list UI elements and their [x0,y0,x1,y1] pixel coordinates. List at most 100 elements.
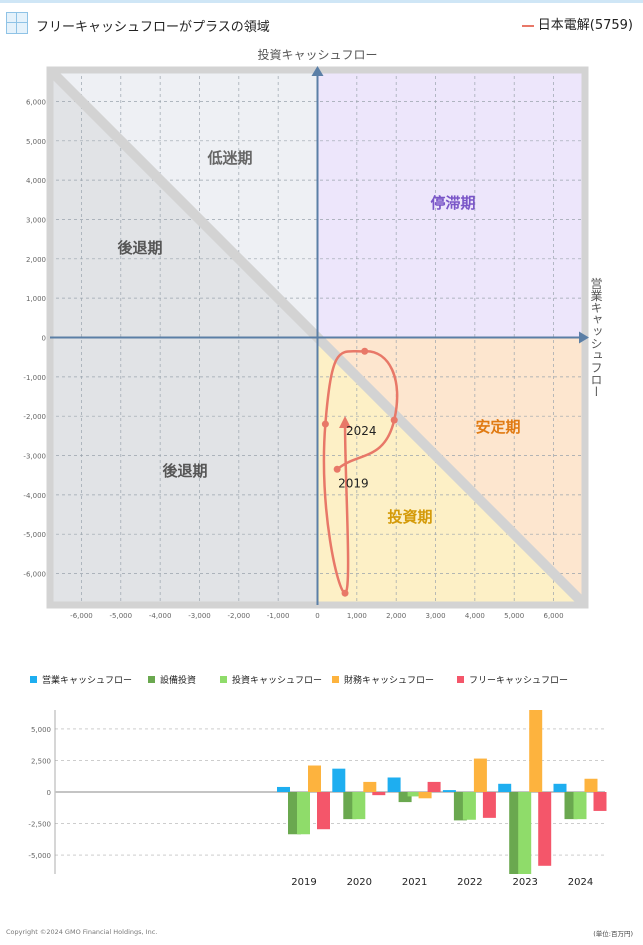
bar-y-tick-label: 2,500 [31,757,51,765]
bar-y-tick-label: -2,500 [28,821,51,829]
y-tick-label: 6,000 [26,98,46,106]
y-axis-arrow-icon [311,66,324,76]
x-tick-label: 6,000 [544,612,564,620]
bar-x-tick-label: 2019 [291,877,316,888]
legend-swatch[interactable] [457,676,464,683]
legend-label: 日本電解(5759) [537,18,633,33]
legend-label[interactable]: フリーキャッシュフロー [469,676,568,686]
series-point[interactable] [361,347,369,355]
x-tick-label: -5,000 [110,612,133,620]
legend-swatch[interactable] [332,676,339,683]
bar-x-tick-label: 2021 [402,877,427,888]
bar[interactable] [387,777,401,792]
x-axis-title: 営業キャッシュフロー [589,277,603,397]
region-label-teitai: 停滞期 [430,194,475,212]
bar[interactable] [352,792,366,820]
bar[interactable] [584,778,598,792]
y-tick-label: -2,000 [23,413,46,421]
bar[interactable] [332,768,346,792]
region-teitai [317,70,585,338]
x-tick-label: -2,000 [228,612,251,620]
bar[interactable] [573,792,587,820]
bar[interactable] [538,792,552,866]
legend-label[interactable]: 設備投資 [160,674,196,686]
bar[interactable] [398,792,412,803]
copyright: Copyright ©2024 GMO Financial Holdings, … [6,928,158,936]
bar[interactable] [442,790,456,792]
region-label-toushi: 投資期 [387,508,432,526]
series-point[interactable] [390,416,398,424]
legend-swatch[interactable] [30,676,37,683]
bar[interactable] [553,783,567,792]
x-tick-label: 4,000 [465,612,485,620]
unit-note: (単位:百万円) [593,930,633,938]
bar-chart: 営業キャッシュフロー 設備投資 投資キャッシュフロー 財務キャッシュフロー フリーキャッ… [28,674,607,888]
bar[interactable] [308,765,321,792]
y-tick-label: 3,000 [26,216,46,224]
legend-swatch[interactable] [220,676,227,683]
y-tick-label: -1,000 [23,374,46,382]
bar[interactable] [418,792,432,799]
bar[interactable] [482,792,496,818]
x-tick-label: -1,000 [267,612,290,620]
x-tick-label: 0 [315,612,319,620]
y-tick-label: 0 [42,335,46,343]
x-tick-label: -4,000 [149,612,172,620]
y-axis-title: 投資キャッシュフロー [257,47,377,62]
bar[interactable] [593,792,607,811]
page-title: フリーキャッシュフローがプラスの領域 [36,20,270,35]
bar[interactable] [427,781,441,792]
bar[interactable] [372,792,386,796]
x-axis-arrow-icon [579,331,589,344]
legend-line-swatch [521,24,534,27]
bar[interactable] [473,758,487,792]
y-tick-label: -3,000 [23,453,46,461]
bar[interactable] [407,792,421,797]
y-tick-label: 5,000 [26,138,46,146]
bar[interactable] [297,792,310,835]
bar[interactable] [277,786,290,792]
y-tick-label: 1,000 [26,295,46,303]
point-label-start: 2019 [338,476,369,490]
region-label-teimei: 低迷期 [206,149,252,167]
series-end-arrow[interactable] [339,416,352,429]
y-tick-label: -6,000 [23,571,46,579]
bar-x-tick-label: 2023 [512,877,537,888]
bar-y-tick-label: 5,000 [31,726,51,734]
legend-label[interactable]: 投資キャッシュフロー [232,674,322,686]
bar[interactable] [529,710,543,792]
x-tick-label: 1,000 [347,612,367,620]
bar[interactable] [518,792,532,874]
legend-label[interactable]: 財務キャッシュフロー [344,674,434,686]
series-point[interactable] [321,420,329,428]
quadrant-chart: -6,000 -5,000 -4,000 -3,000 -2,000 -1,000 0 1,0… [23,47,603,620]
region-label-taitai-upper: 後退期 [116,239,162,257]
chart-grid-icon [6,12,28,34]
x-tick-label: 3,000 [425,612,445,620]
top-accent-line [0,0,643,3]
x-tick-label: 2,000 [386,612,406,620]
y-tick-label: -4,000 [23,492,46,500]
x-tick-label: -3,000 [188,612,211,620]
bar[interactable] [498,783,512,792]
y-tick-label: -5,000 [23,531,46,539]
x-tick-label: -6,000 [70,612,93,620]
region-label-antei: 安定期 [475,418,520,436]
series-point[interactable] [333,465,341,473]
legend-label[interactable]: 営業キャッシュフロー [42,674,132,686]
legend-swatch[interactable] [148,676,155,683]
y-tick-label: 4,000 [26,177,46,185]
bar-y-tick-label: -5,000 [28,852,51,860]
bar-y-tick-label: 0 [47,789,51,797]
series-legend[interactable]: 日本電解(5759) [521,14,633,33]
bar-x-tick-label: 2024 [568,877,593,888]
bar[interactable] [317,792,330,830]
region-taitai-lower [50,337,318,605]
bar[interactable] [462,792,476,820]
bar[interactable] [363,781,377,792]
series-point[interactable] [341,589,349,597]
y-tick-label: 2,000 [26,256,46,264]
x-tick-label: 5,000 [504,612,524,620]
region-label-taitai-lower: 後退期 [161,462,207,480]
point-label-end: 2024 [346,424,377,438]
